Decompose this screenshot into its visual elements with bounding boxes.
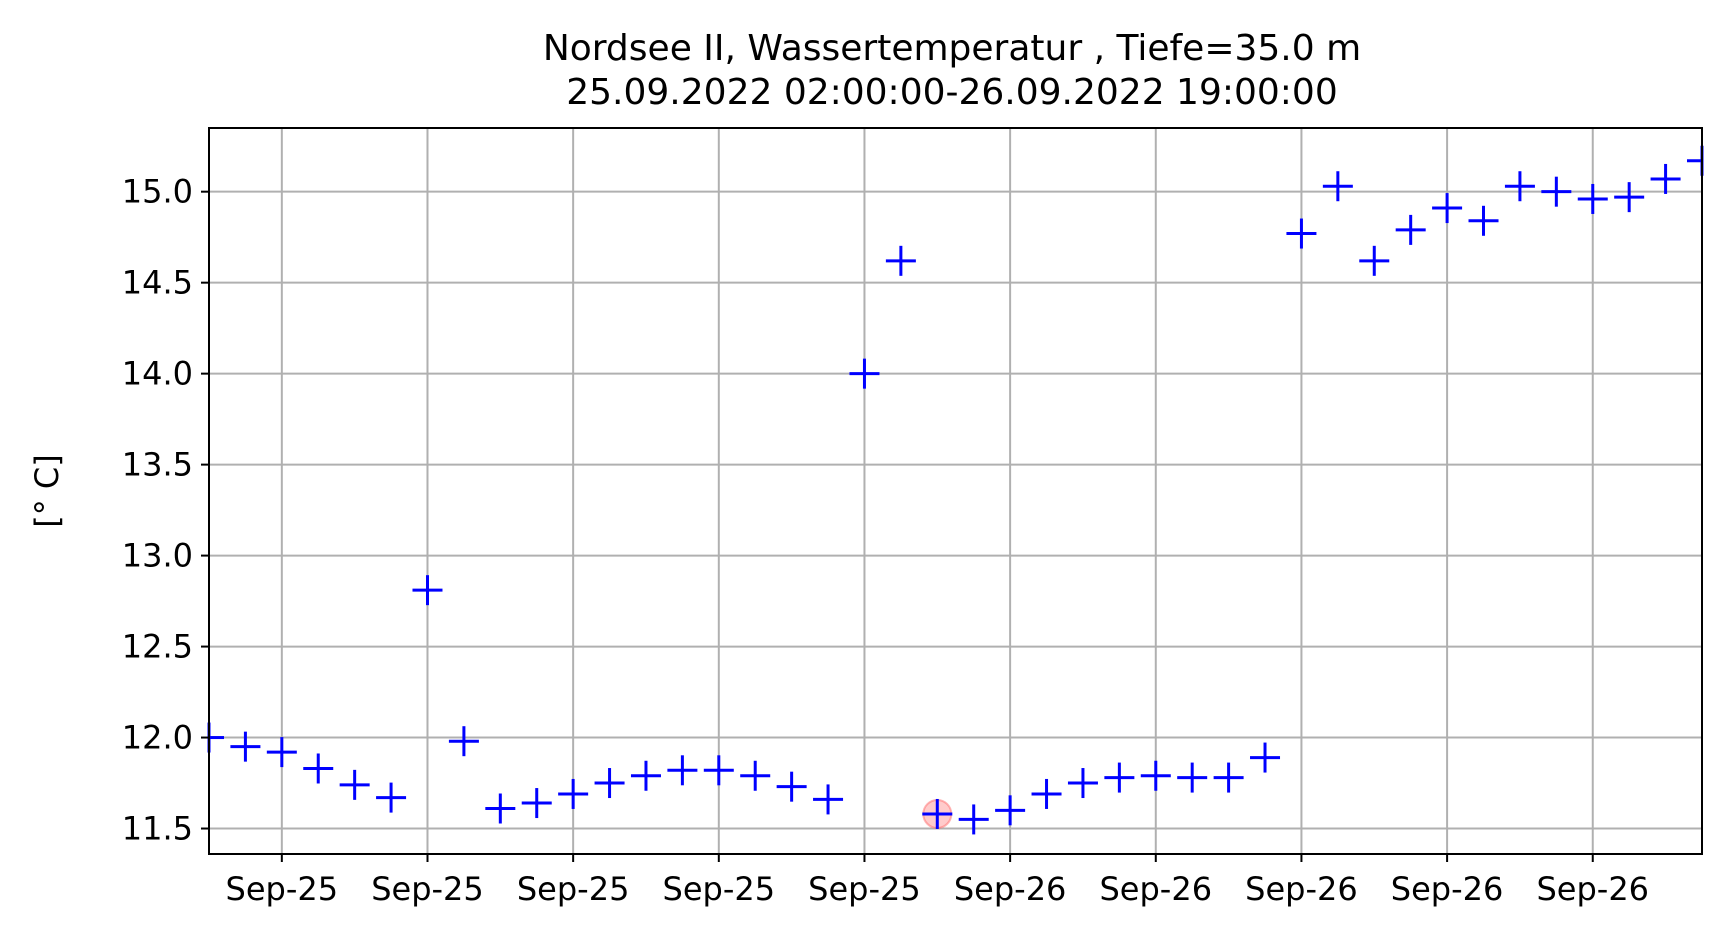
data-point — [376, 782, 407, 813]
x-tick-label: Sep-26 — [1391, 870, 1504, 908]
data-point — [1177, 762, 1208, 793]
data-point — [1504, 171, 1535, 202]
data-point — [1614, 182, 1645, 213]
x-tick-label: Sep-26 — [1536, 870, 1649, 908]
y-axis: 11.5 12.0 12.5 13.0 13.5 14.0 14.5 15.0 — [122, 173, 209, 848]
data-point — [594, 768, 625, 799]
y-tick-label: 12.0 — [122, 719, 193, 757]
y-tick-label: 12.5 — [122, 628, 193, 666]
data-point — [1067, 768, 1098, 799]
data-point — [1104, 762, 1135, 793]
grid-lines — [209, 128, 1702, 854]
data-point — [922, 798, 953, 829]
data-point — [1213, 762, 1244, 793]
x-tick-label: Sep-25 — [226, 870, 339, 908]
x-axis: Sep-25 Sep-25 Sep-25 Sep-25 Sep-25 Sep-26 Sep-… — [226, 854, 1649, 908]
y-tick-label: 14.5 — [122, 264, 193, 302]
data-point — [521, 788, 552, 819]
x-tick-label: Sep-25 — [517, 870, 630, 908]
x-tick-label: Sep-25 — [663, 870, 776, 908]
chart-title-line-1: Nordsee II, Wassertemperatur , Tiefe=35.… — [543, 28, 1361, 69]
y-tick-label: 11.5 — [122, 810, 193, 848]
data-point — [995, 795, 1026, 826]
data-point — [303, 753, 334, 784]
chart-title-line-2: 25.09.2022 02:00:00-26.09.2022 19:00:00 — [566, 72, 1338, 113]
x-tick-label: Sep-25 — [808, 870, 921, 908]
y-tick-label: 14.0 — [122, 355, 193, 393]
data-point — [1250, 742, 1281, 773]
data-point — [630, 760, 661, 791]
data-point — [958, 804, 989, 835]
data-point — [266, 737, 297, 768]
data-point — [667, 755, 698, 786]
data-markers — [207, 145, 1704, 835]
y-axis-label: [° C] — [28, 454, 66, 527]
y-tick-label: 13.5 — [122, 446, 193, 484]
x-tick-label: Sep-26 — [1099, 870, 1212, 908]
y-tick-label: 13.0 — [122, 537, 193, 575]
data-point — [1468, 205, 1499, 236]
data-point — [412, 575, 443, 606]
data-point — [207, 722, 224, 753]
data-point — [885, 245, 916, 276]
data-point — [1577, 183, 1608, 214]
data-point — [558, 778, 589, 809]
data-point — [1541, 176, 1572, 207]
data-point — [813, 784, 844, 815]
y-tick-label: 15.0 — [122, 173, 193, 211]
data-point — [448, 726, 479, 757]
data-point — [849, 358, 880, 389]
x-tick-label: Sep-26 — [954, 870, 1067, 908]
data-point — [1140, 760, 1171, 791]
data-point — [485, 793, 516, 824]
data-point — [1031, 778, 1062, 809]
data-point — [230, 731, 261, 762]
data-point — [339, 769, 370, 800]
data-point — [703, 755, 734, 786]
data-point — [1359, 245, 1390, 276]
data-point — [1432, 193, 1463, 224]
data-point — [1687, 145, 1704, 176]
data-point — [1395, 214, 1426, 245]
x-tick-label: Sep-25 — [371, 870, 484, 908]
plot-frame — [208, 127, 1703, 855]
data-point — [1650, 163, 1681, 194]
data-point — [740, 760, 771, 791]
x-tick-label: Sep-26 — [1245, 870, 1358, 908]
data-point — [1286, 218, 1317, 249]
data-point — [1322, 171, 1353, 202]
data-point — [776, 771, 807, 802]
